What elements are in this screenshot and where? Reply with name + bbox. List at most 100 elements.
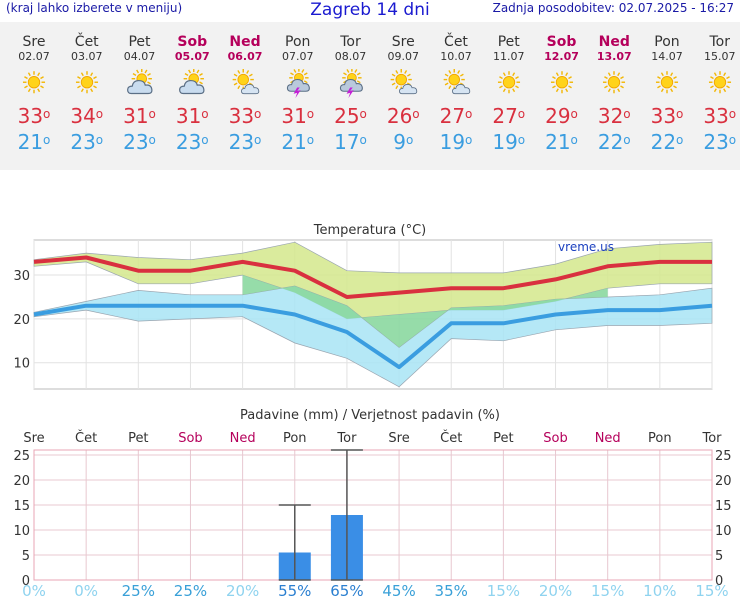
- max-temp-line: [33, 255, 712, 299]
- temp-min: 23o: [60, 129, 114, 155]
- temp-min: 17o: [324, 129, 378, 155]
- day-column: Čet 10.07 27o 19o: [429, 22, 483, 155]
- day-column: Ned 06.07 33o 23o: [218, 22, 272, 155]
- temp-min-value: 9: [393, 130, 406, 154]
- precip-y-tick-right: 5: [715, 549, 723, 564]
- precip-y-tick-left: 20: [13, 474, 30, 489]
- day-date: 09.07: [387, 50, 420, 63]
- day-name: Ned: [229, 34, 261, 50]
- degree-symbol: o: [623, 107, 631, 121]
- temp-min-value: 23: [175, 130, 202, 154]
- sun-icon: [708, 71, 731, 94]
- day-date: 05.07: [174, 50, 210, 63]
- day-column: Pon 14.07 33o 22o: [640, 22, 694, 155]
- degree-symbol: o: [623, 133, 631, 147]
- degree-symbol: o: [201, 133, 209, 147]
- day-name: Sob: [546, 34, 577, 50]
- temp-min-value: 21: [281, 130, 307, 154]
- sun-icon: [603, 71, 626, 94]
- precip-x-tick: Tor: [701, 431, 722, 446]
- sun-icon: [550, 71, 573, 94]
- precip-x-tick: Sre: [388, 431, 409, 446]
- precip-x-tick: Ned: [595, 431, 621, 446]
- temp-max: 31o: [165, 103, 219, 129]
- day-column: Sre 02.07 33o 21o: [7, 22, 61, 155]
- day-column: Sob 05.07 31o 23o: [165, 22, 219, 155]
- degree-symbol: o: [254, 107, 262, 121]
- day-name: Pet: [497, 34, 520, 50]
- temp-min: 23o: [165, 129, 219, 155]
- sun-icon: [655, 71, 679, 94]
- rain-probability: 65%: [330, 582, 363, 600]
- temp-min-value: 22: [650, 130, 677, 154]
- degree-symbol: o: [148, 107, 156, 121]
- temp-min: 19o: [482, 129, 536, 155]
- min-temp-line: [33, 303, 713, 370]
- rain-probability: 0%: [22, 582, 46, 600]
- rain-probability: 25%: [122, 582, 155, 600]
- rain-probability: 35%: [435, 582, 468, 600]
- last-update: Zadnja posodobitev: 02.07.2025 - 16:27: [492, 1, 734, 15]
- temp-min: 22o: [640, 129, 694, 155]
- temp-max: 33o: [7, 103, 61, 129]
- temp-max-value: 34: [70, 104, 96, 128]
- temp-max-value: 33: [703, 104, 729, 128]
- day-name: Tor: [709, 34, 731, 50]
- day-date: 04.07: [123, 50, 156, 63]
- day-column: Sre 09.07 26o 9o: [376, 22, 430, 155]
- degree-symbol: o: [95, 107, 104, 121]
- degree-symbol: o: [728, 107, 737, 121]
- header-bar: (kraj lahko izberete v meniju) Zagreb 14…: [0, 0, 740, 22]
- temp-min: 22o: [587, 129, 641, 155]
- degree-symbol: o: [676, 107, 684, 121]
- precip-x-tick: Čet: [75, 430, 97, 446]
- degree-symbol: o: [517, 107, 526, 121]
- degree-symbol: o: [95, 133, 104, 147]
- rain-probability: 25%: [174, 582, 207, 600]
- sun-small-cloud-icon: [443, 69, 471, 95]
- temp-max: 34o: [60, 103, 114, 129]
- precip-x-tick: Pet: [493, 431, 513, 446]
- temp-max-value: 27: [439, 104, 466, 128]
- degree-symbol: o: [728, 133, 737, 147]
- precip-chart-title: Padavine (mm) / Verjetnost padavin (%): [240, 408, 500, 423]
- day-column: Sob 12.07 29o 21o: [535, 22, 589, 155]
- day-date: 12.07: [544, 50, 579, 63]
- day-date: 02.07: [18, 50, 50, 63]
- rain-probability: 45%: [382, 582, 415, 600]
- temp-max-value: 31: [281, 104, 307, 128]
- degree-symbol: o: [570, 133, 578, 147]
- temp-max: 25o: [324, 103, 378, 129]
- sun-icon: [497, 71, 520, 94]
- temp-min: 21o: [7, 129, 61, 155]
- day-date: 14.07: [651, 50, 683, 63]
- degree-symbol: o: [570, 107, 578, 121]
- temp-chart-title: Temperatura (°C): [313, 223, 426, 238]
- day-date: 06.07: [227, 50, 263, 63]
- page-title: Zagreb 14 dni: [310, 0, 430, 20]
- day-name: Sob: [177, 34, 208, 50]
- precip-x-tick: Čet: [440, 430, 462, 446]
- temp-min-value: 22: [597, 130, 624, 154]
- precip-x-tick: Pet: [128, 431, 148, 446]
- rain-probability: 15%: [591, 582, 624, 600]
- precip-y-tick-left: 15: [13, 499, 30, 514]
- precip-x-tick: Pon: [283, 431, 307, 446]
- degree-symbol: o: [412, 107, 420, 121]
- temp-max: 31o: [271, 103, 325, 129]
- precip-x-tick: Pon: [648, 431, 672, 446]
- day-column: Ned 13.07 32o 22o: [587, 22, 641, 155]
- degree-symbol: o: [465, 107, 473, 121]
- precip-plot-area: [34, 450, 712, 580]
- degree-symbol: o: [306, 107, 315, 121]
- precip-x-tick: Sre: [23, 431, 44, 446]
- day-date: 15.07: [704, 50, 736, 63]
- temp-max: 32o: [587, 103, 641, 129]
- precip-x-tick: Sob: [178, 431, 202, 446]
- temp-max-value: 31: [175, 104, 202, 128]
- day-name: Čet: [74, 34, 99, 50]
- rain-probability: 20%: [226, 582, 259, 600]
- temp-max-value: 26: [386, 104, 413, 128]
- temp-min-value: 21: [545, 130, 571, 154]
- temp-min: 21o: [535, 129, 589, 155]
